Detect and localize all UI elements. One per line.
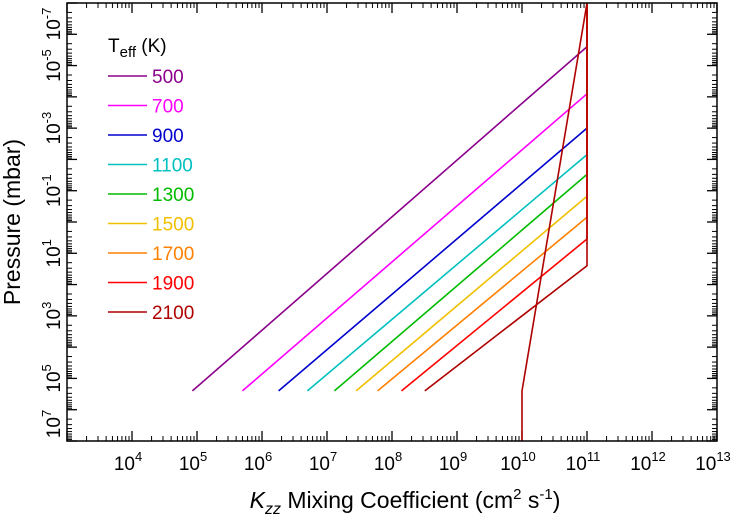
y-tick-exp: -7 (39, 8, 54, 20)
x-tick-label: 1012 (630, 449, 666, 475)
legend-label-500: 500 (152, 67, 184, 88)
x-tick-base: 10 (695, 454, 716, 475)
x-tick-exp: 4 (135, 449, 142, 464)
x-tick-label: 109 (439, 449, 467, 475)
y-tick-exp: 1 (39, 239, 54, 246)
y-tick-exp: 7 (39, 410, 54, 417)
y-tick-base: 10 (44, 371, 65, 392)
x-tick-label: 107 (309, 449, 337, 475)
x-tick-exp: 7 (330, 449, 337, 464)
y-tick-exp: -1 (39, 174, 54, 186)
y-tick-base: 10 (44, 309, 65, 330)
x-tick-label: 1013 (695, 449, 731, 475)
x-tick-label: 104 (114, 449, 142, 475)
x-tick-exp: 6 (265, 449, 272, 464)
x-axis-symbol: K (250, 487, 267, 513)
y-tick-base: 10 (44, 123, 65, 144)
x-axis-subscript: zz (264, 501, 281, 518)
x-tick-label: 106 (244, 449, 272, 475)
legend-label-900: 900 (152, 126, 184, 147)
x-tick-label: 1010 (500, 449, 536, 475)
x-axis-end: ) (553, 487, 561, 513)
x-tick-base: 10 (566, 454, 587, 475)
x-axis-sup1: 2 (513, 486, 521, 503)
series-line-1700 (377, 3, 588, 392)
legend-title: Teff (K) (108, 36, 167, 61)
x-tick-base: 10 (374, 454, 395, 475)
y-tick-label: 101 (39, 239, 65, 267)
legend-label-700: 700 (152, 97, 184, 118)
x-axis-mid: s (521, 487, 539, 513)
series-line-900 (278, 3, 588, 392)
plot-frame (66, 2, 718, 442)
series-layer (191, 2, 588, 441)
x-tick-base: 10 (244, 454, 265, 475)
x-tick-exp: 12 (651, 449, 665, 464)
y-axis-title: Pressure (mbar) (0, 139, 25, 305)
legend-title-unit: (K) (136, 36, 167, 57)
y-tick-label: 105 (39, 364, 65, 392)
x-tick-base: 10 (114, 454, 135, 475)
x-tick-exp: 5 (200, 449, 207, 464)
series-line-1900 (400, 3, 588, 392)
legend-label-1100: 1100 (152, 156, 193, 177)
y-tick-exp: -5 (39, 49, 54, 61)
legend: Teff (K) 500 700 900 1100 1300 1500 1700 1900 210… (108, 36, 194, 324)
y-tick-label: 10-3 (39, 112, 65, 145)
y-tick-exp: 3 (39, 302, 54, 309)
x-axis-sup2: -1 (539, 486, 552, 503)
x-tick-exp: 11 (587, 449, 601, 464)
x-tick-label: 108 (374, 449, 402, 475)
x-tick-exp: 10 (521, 449, 535, 464)
minor-ticks (67, 3, 717, 441)
y-tick-label: 10-5 (39, 49, 65, 82)
y-tick-label: 10-7 (39, 8, 65, 41)
x-tick-exp: 8 (395, 449, 402, 464)
y-tick-label: 10-1 (39, 174, 65, 207)
legend-label-1900: 1900 (152, 274, 194, 295)
x-tick-exp: 9 (460, 449, 467, 464)
legend-label-1300: 1300 (152, 185, 194, 206)
legend-label-1500: 1500 (152, 215, 194, 236)
x-axis-text: Mixing Coefficient (cm (281, 487, 513, 513)
y-tick-exp: 5 (39, 364, 54, 371)
x-tick-label: 1011 (566, 449, 601, 475)
series-line-500 (191, 3, 588, 392)
x-tick-base: 10 (309, 454, 330, 475)
series-line-1300 (333, 3, 588, 392)
legend-label-1700: 1700 (152, 244, 194, 265)
legend-title-symbol: T (108, 36, 120, 57)
y-tick-exp: -3 (39, 112, 54, 124)
y-tick-base: 10 (44, 246, 65, 267)
x-tick-base: 10 (439, 454, 460, 475)
y-tick-label: 103 (39, 302, 65, 330)
x-tick-base: 10 (630, 454, 651, 475)
y-tick-base: 10 (44, 186, 65, 207)
y-tick-base: 10 (44, 417, 65, 438)
y-tick-label: 107 (39, 410, 65, 438)
y-tick-base: 10 (44, 61, 65, 82)
x-axis-title: Kzz Mixing Coefficient (cm2 s-1) (250, 486, 561, 518)
x-tick-base: 10 (500, 454, 521, 475)
y-tick-base: 10 (44, 19, 65, 40)
legend-title-subscript: eff (120, 44, 137, 61)
x-tick-base: 10 (179, 454, 200, 475)
x-tick-exp: 13 (716, 449, 730, 464)
x-tick-labels: 104 105 106 107 108 109 1010 1011 1012 1013 (114, 449, 731, 475)
x-tick-label: 105 (179, 449, 207, 475)
legend-label-2100: 2100 (152, 303, 194, 324)
